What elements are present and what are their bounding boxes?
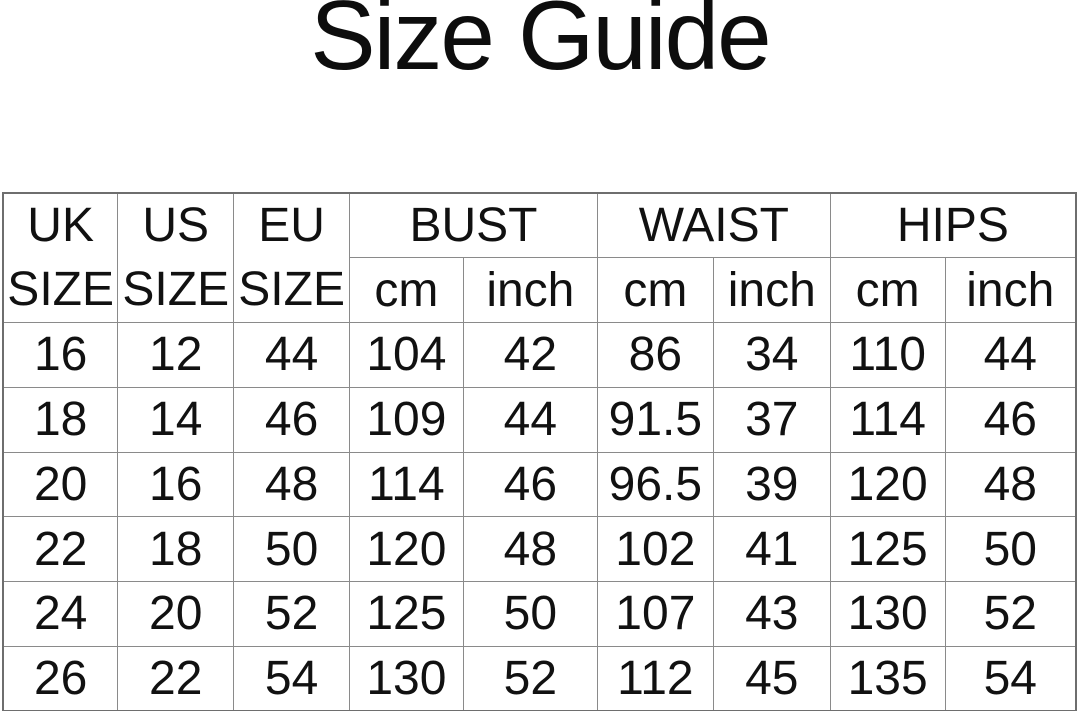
cell-hips-cm: 130 (829, 581, 946, 647)
waist-inch-header: inch (712, 257, 831, 323)
col-header-eu-size: EU SIZE (233, 192, 351, 323)
cell-hips-cm: 125 (829, 516, 946, 582)
cell-hips-cm: 114 (829, 386, 946, 453)
cell-bust-cm: 125 (349, 581, 464, 647)
table-row: 20 16 48 114 46 96.5 39 120 48 (2, 451, 1077, 518)
hips-cm-header: cm (829, 257, 946, 323)
cell-waist-inch: 34 (712, 322, 831, 388)
cell-waist-cm: 96.5 (596, 451, 714, 518)
cell-hips-inch: 48 (944, 451, 1077, 518)
cell-uk: 18 (2, 386, 119, 453)
cell-waist-cm: 107 (596, 581, 714, 647)
cell-waist-cm: 86 (596, 322, 714, 388)
cell-eu: 48 (233, 451, 351, 518)
cell-waist-inch: 45 (712, 645, 831, 711)
cell-us: 16 (117, 451, 235, 518)
cell-eu: 50 (233, 516, 351, 582)
cell-us: 12 (117, 322, 235, 388)
col-header-us-size: US SIZE (117, 192, 235, 323)
table-row: 16 12 44 104 42 86 34 110 44 (2, 322, 1077, 388)
cell-bust-inch: 46 (462, 451, 598, 518)
cell-bust-cm: 104 (349, 322, 464, 388)
cell-waist-cm: 91.5 (596, 386, 714, 453)
cell-bust-cm: 120 (349, 516, 464, 582)
col-header-uk-size: UK SIZE (2, 192, 119, 323)
cell-uk: 20 (2, 451, 119, 518)
col-header-bust: BUST (349, 192, 598, 259)
cell-bust-cm: 130 (349, 645, 464, 711)
cell-bust-cm: 114 (349, 451, 464, 518)
size-guide-table: UK SIZE US SIZE EU SIZE BUST WAIST HIPS … (2, 192, 1077, 711)
hips-inch-header: inch (944, 257, 1077, 323)
col-header-eu-line2: SIZE (238, 263, 345, 316)
cell-eu: 46 (233, 386, 351, 453)
cell-eu: 54 (233, 645, 351, 711)
col-header-waist: WAIST (596, 192, 831, 259)
cell-uk: 24 (2, 581, 119, 647)
cell-waist-inch: 37 (712, 386, 831, 453)
cell-uk: 16 (2, 322, 119, 388)
cell-us: 20 (117, 581, 235, 647)
cell-waist-cm: 112 (596, 645, 714, 711)
cell-waist-inch: 39 (712, 451, 831, 518)
cell-waist-inch: 41 (712, 516, 831, 582)
cell-bust-inch: 48 (462, 516, 598, 582)
table-row: 24 20 52 125 50 107 43 130 52 (2, 581, 1077, 647)
col-header-us-line1: US (142, 199, 210, 252)
cell-waist-cm: 102 (596, 516, 714, 582)
col-header-uk-line1: UK (27, 199, 94, 252)
cell-uk: 22 (2, 516, 119, 582)
cell-bust-inch: 52 (462, 645, 598, 711)
col-header-eu-line1: EU (258, 199, 325, 252)
cell-hips-cm: 135 (829, 645, 946, 711)
page-title: Size Guide (310, 0, 771, 90)
cell-bust-inch: 44 (462, 386, 598, 453)
bust-inch-header: inch (462, 257, 598, 323)
cell-bust-inch: 50 (462, 581, 598, 647)
cell-hips-cm: 120 (829, 451, 946, 518)
bust-cm-header: cm (349, 257, 464, 323)
cell-hips-inch: 54 (944, 645, 1077, 711)
col-header-hips: HIPS (829, 192, 1077, 259)
cell-eu: 44 (233, 322, 351, 388)
cell-us: 22 (117, 645, 235, 711)
cell-eu: 52 (233, 581, 351, 647)
table-row: 26 22 54 130 52 112 45 135 54 (2, 645, 1077, 711)
cell-hips-inch: 46 (944, 386, 1077, 453)
header-row-groups: UK SIZE US SIZE EU SIZE BUST WAIST HIPS (2, 192, 1077, 323)
table-row: 18 14 46 109 44 91.5 37 114 46 (2, 386, 1077, 453)
col-header-us-line2: SIZE (122, 263, 230, 316)
cell-hips-cm: 110 (829, 322, 946, 388)
cell-bust-inch: 42 (462, 322, 598, 388)
cell-hips-inch: 50 (944, 516, 1077, 582)
cell-hips-inch: 44 (944, 322, 1077, 388)
cell-hips-inch: 52 (944, 581, 1077, 647)
table-row: 22 18 50 120 48 102 41 125 50 (2, 516, 1077, 582)
col-header-uk-line2: SIZE (7, 263, 114, 316)
cell-us: 14 (117, 386, 235, 453)
cell-bust-cm: 109 (349, 386, 464, 453)
waist-cm-header: cm (596, 257, 714, 323)
cell-waist-inch: 43 (712, 581, 831, 647)
cell-uk: 26 (2, 645, 119, 711)
cell-us: 18 (117, 516, 235, 582)
